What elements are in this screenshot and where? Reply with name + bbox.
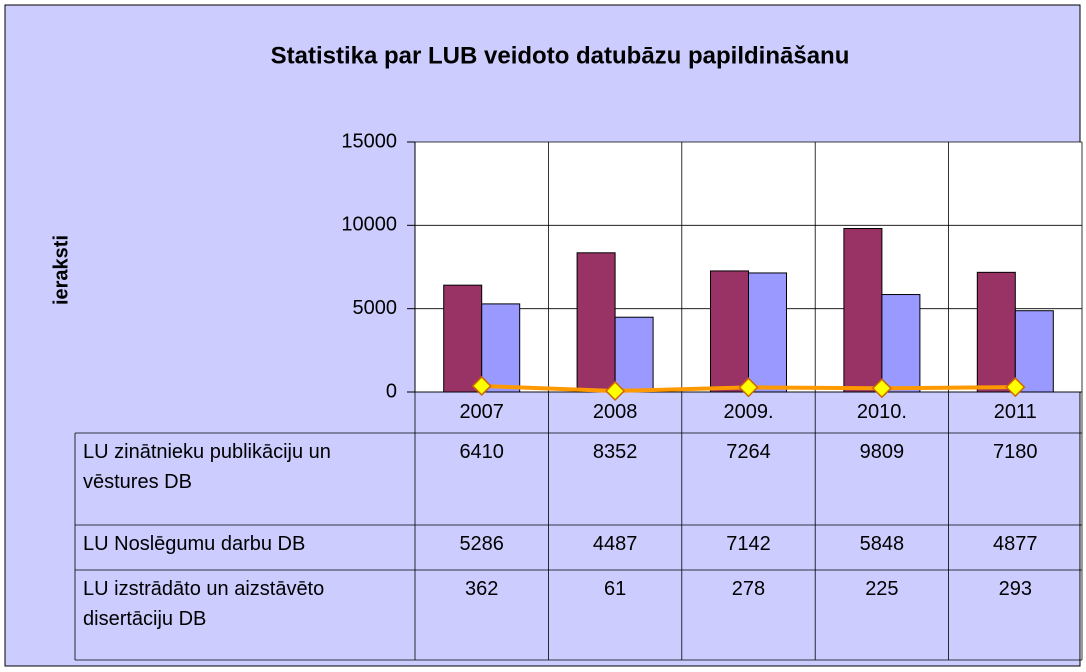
table-value: 9809 [859, 441, 905, 463]
marker [1005, 377, 1026, 398]
bar [748, 272, 787, 393]
category-label: 2009. [723, 401, 774, 423]
bar [843, 228, 883, 393]
marker [871, 378, 892, 399]
series-name: LU zinātnieku publikāciju un vēstures DB [83, 441, 331, 493]
y-tick-label: 0 [386, 380, 397, 402]
bar [1014, 310, 1054, 393]
category-label: 2010. [856, 401, 907, 423]
table-value: 4877 [993, 533, 1038, 555]
bar [976, 271, 1016, 393]
table-value: 7180 [993, 441, 1038, 463]
table-value: 5286 [459, 533, 504, 555]
bar [710, 270, 749, 393]
table-value: 8352 [592, 441, 638, 463]
table-value: 61 [603, 578, 627, 600]
table-value: 5848 [859, 533, 905, 555]
marker [605, 380, 626, 402]
y-tick-label: 10000 [341, 214, 397, 236]
bar [443, 284, 483, 393]
y-axis-label: ieraksti [50, 235, 72, 305]
table-value: 4487 [592, 533, 638, 555]
y-tick-label: 5000 [353, 297, 398, 319]
bar [576, 252, 616, 393]
table-value: 278 [731, 578, 766, 600]
bar [481, 303, 521, 393]
series-name: LU Noslēgumu darbu DB [83, 533, 306, 555]
table-value: 7142 [726, 533, 771, 555]
table-value: 225 [865, 578, 899, 600]
category-label: 2008 [592, 401, 638, 423]
chart-title: Statistika par LUB veidoto datubāzu papi… [271, 42, 850, 69]
bar [881, 294, 921, 393]
table-value: 7264 [726, 441, 771, 463]
category-label: 2011 [993, 401, 1037, 423]
series-name: LU izstrādāto un aizstāvēto disertāciju … [83, 578, 325, 630]
marker [738, 377, 759, 398]
table-value: 293 [998, 578, 1032, 600]
category-label: 2007 [459, 401, 504, 423]
y-tick-label: 15000 [341, 130, 397, 152]
table-value: 362 [465, 578, 499, 600]
bar [614, 316, 654, 393]
table-value: 6410 [459, 441, 504, 463]
marker [471, 375, 492, 397]
